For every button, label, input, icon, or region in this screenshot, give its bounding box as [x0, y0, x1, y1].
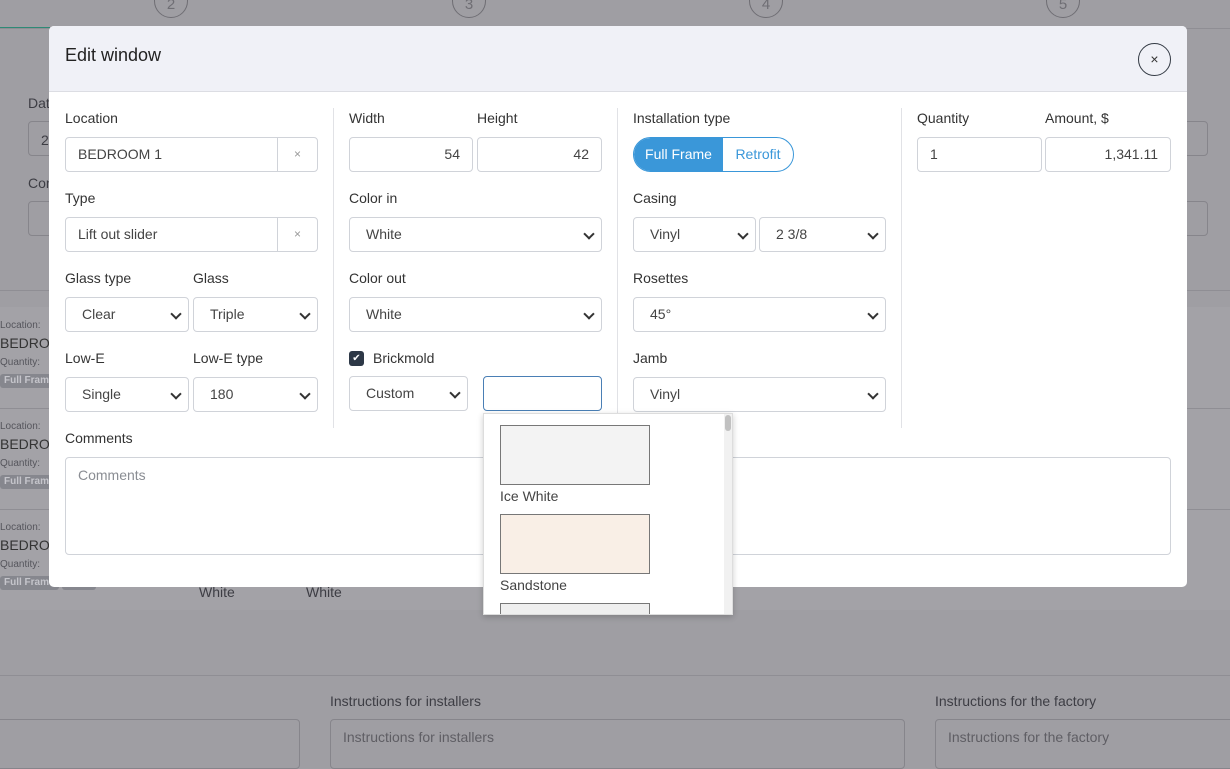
width-input[interactable]: 54 [349, 137, 473, 172]
list-item[interactable]: Location: BEDROO Quantity: Full Frame [0, 422, 62, 489]
quantity-label: Quantity: [0, 559, 41, 570]
glass-label: Glass [193, 270, 229, 286]
close-icon[interactable]: × [1138, 43, 1171, 76]
comments-label: Comments [65, 430, 133, 446]
tag: Full Frame [0, 576, 59, 590]
color-swatch-ice-white[interactable] [500, 425, 650, 485]
color-name[interactable]: Sandstone [500, 577, 567, 593]
amount-input[interactable]: 1,341.11 [1045, 137, 1171, 172]
date-label: Dat [28, 95, 50, 111]
type-label: Type [65, 190, 96, 206]
tag: Full Frame [0, 475, 59, 489]
clear-type-icon[interactable]: × [277, 218, 317, 251]
casing-label: Casing [633, 190, 677, 206]
quantity-label: Quantity [917, 110, 970, 126]
rosettes-label: Rosettes [633, 270, 689, 286]
location-input[interactable]: BEDROOM 1 × [65, 137, 318, 172]
quantity-input[interactable]: 1 [917, 137, 1042, 172]
full-frame-option[interactable]: Full Frame [634, 138, 723, 171]
step-2[interactable]: 2 [154, 0, 188, 18]
installers-input[interactable]: Instructions for installers [330, 719, 905, 769]
brickmold-select[interactable]: Custom [349, 376, 468, 411]
jamb-label: Jamb [633, 350, 668, 366]
amount-label: Amount, $ [1045, 110, 1109, 126]
installation-type-label: Installation type [633, 110, 731, 126]
height-label: Height [477, 110, 518, 126]
retrofit-option[interactable]: Retrofit [735, 146, 781, 162]
color-in-select[interactable]: White [349, 217, 602, 252]
step-3[interactable]: 3 [452, 0, 486, 18]
step-5[interactable]: 5 [1046, 0, 1080, 18]
casing-size-select[interactable]: 2 3/8 [759, 217, 886, 252]
brickmold-checkbox[interactable]: ✔ [349, 351, 364, 366]
color-in-value: White [199, 584, 235, 600]
bg-textarea[interactable] [0, 719, 300, 769]
installers-label: Instructions for installers [330, 693, 481, 709]
color-name[interactable]: Ice White [500, 488, 559, 504]
glass-type-select[interactable]: Clear [65, 297, 189, 332]
list-item[interactable]: Location: BEDROO Quantity: Full Frame [0, 321, 62, 388]
color-in-label: Color in [349, 190, 398, 206]
brickmold-label: Brickmold [373, 350, 435, 366]
modal-header: Edit window × [49, 26, 1187, 92]
width-label: Width [349, 110, 385, 126]
color-out-select[interactable]: White [349, 297, 602, 332]
location-label: Location: [0, 421, 41, 432]
height-input[interactable]: 42 [477, 137, 602, 172]
installation-type-toggle: Full Frame Retrofit [633, 137, 794, 172]
scrollbar[interactable] [724, 414, 732, 614]
color-out-value: White [306, 584, 342, 600]
rosettes-select[interactable]: 45° [633, 297, 886, 332]
factory-label: Instructions for the factory [935, 693, 1097, 709]
glass-select[interactable]: Triple [193, 297, 318, 332]
modal-title: Edit window [65, 45, 162, 65]
low-e-type-select[interactable]: 180 [193, 377, 318, 412]
factory-placeholder: Instructions for the factory [948, 729, 1110, 745]
type-value: Lift out slider [78, 226, 158, 242]
location-value: BEDROOM 1 [78, 146, 163, 162]
glass-type-label: Glass type [65, 270, 132, 286]
color-out-label: Color out [349, 270, 406, 286]
date-value: 2 [41, 132, 49, 148]
factory-input[interactable]: Instructions for the factory [935, 719, 1230, 769]
item-name: BEDROO [0, 537, 61, 553]
quantity-label: Quantity: [0, 458, 41, 469]
brickmold-color-input[interactable] [483, 376, 602, 411]
location-label: Location: [0, 522, 41, 533]
color-swatch-sandstone[interactable] [500, 514, 650, 574]
color-dropdown: Ice White Sandstone [483, 413, 733, 615]
low-e-label: Low-E [65, 350, 105, 366]
casing-select[interactable]: Vinyl [633, 217, 756, 252]
tag: Full Frame [0, 374, 59, 388]
scrollbar-thumb[interactable] [725, 415, 731, 431]
step-4[interactable]: 4 [749, 0, 783, 18]
clear-location-icon[interactable]: × [277, 138, 317, 171]
low-e-type-label: Low-E type [193, 350, 264, 366]
comments-bg-label: Con [28, 175, 54, 191]
item-name: BEDROO [0, 436, 61, 452]
item-name: BEDROO [0, 335, 61, 351]
jamb-select[interactable]: Vinyl [633, 377, 886, 412]
color-swatch[interactable] [500, 603, 650, 614]
installers-placeholder: Instructions for installers [343, 729, 494, 745]
location-label: Location [65, 110, 118, 126]
quantity-label: Quantity: [0, 357, 41, 368]
location-label: Location: [0, 320, 41, 331]
type-input[interactable]: Lift out slider × [65, 217, 318, 252]
low-e-select[interactable]: Single [65, 377, 189, 412]
